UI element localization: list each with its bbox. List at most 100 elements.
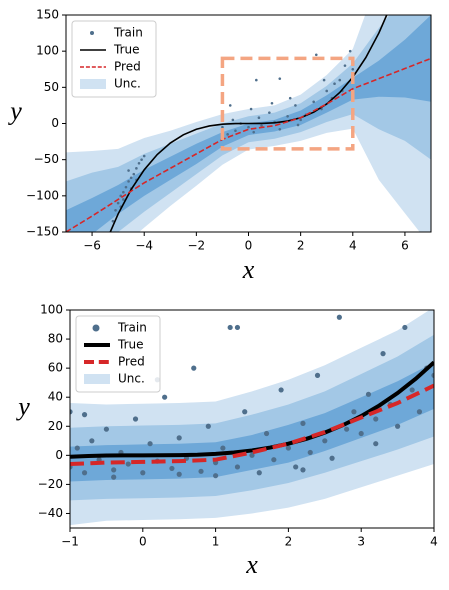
train-point <box>294 104 297 107</box>
x-axis-label: x <box>242 255 255 284</box>
train-point <box>338 78 342 82</box>
train-point <box>260 124 263 127</box>
train-point <box>322 78 326 82</box>
x-tick-label: 4 <box>349 239 357 253</box>
train-point <box>125 461 131 467</box>
legend-label: Train <box>113 26 143 40</box>
train-point <box>140 470 146 476</box>
y-tick-label: 40 <box>48 390 63 404</box>
y-tick-label: 100 <box>36 44 59 58</box>
train-point <box>373 441 379 447</box>
x-tick-label: −1 <box>61 535 79 549</box>
x-tick-label: 1 <box>212 535 220 549</box>
train-point <box>325 89 329 93</box>
train-point <box>247 125 250 129</box>
train-point <box>278 127 282 131</box>
x-tick-label: 3 <box>357 535 365 549</box>
y-tick-label: −50 <box>34 152 59 166</box>
legend-frame <box>71 20 157 98</box>
train-point <box>234 324 241 331</box>
train-point <box>257 116 261 120</box>
train-point <box>81 412 88 418</box>
train-point <box>111 467 117 473</box>
train-point <box>122 198 125 201</box>
train-point <box>314 372 321 378</box>
train-point <box>373 416 379 422</box>
train-point <box>256 470 262 476</box>
train-point <box>348 49 352 53</box>
train-point <box>312 100 315 104</box>
y-tick-label: −150 <box>26 225 59 239</box>
legend-label: Train <box>117 321 147 335</box>
legend: Train True Pred Unc. <box>71 20 157 98</box>
legend-label: True <box>117 338 144 352</box>
y-tick-label: −100 <box>26 188 59 202</box>
train-point <box>285 445 291 451</box>
legend: Train True Pred Unc. <box>75 315 161 393</box>
train-point <box>234 464 241 470</box>
train-point <box>205 423 211 429</box>
train-point <box>288 96 292 100</box>
subplot: −1 0 1 2 3 4 −40 −20 0 20 40 60 80 100 x y Train True Pred… <box>15 303 438 579</box>
train-point <box>416 409 423 415</box>
x-tick-label: 0 <box>245 239 253 253</box>
train-point <box>278 387 284 393</box>
train-point <box>132 172 136 176</box>
y-tick-label: 80 <box>48 332 63 346</box>
x-tick-label: 4 <box>430 535 438 549</box>
train-point <box>380 351 386 357</box>
plot-area <box>70 310 434 526</box>
train-point <box>122 190 125 194</box>
x-tick-label: −6 <box>83 239 101 253</box>
train-point <box>81 470 88 476</box>
highlight-box <box>220 56 355 151</box>
x-tick-label: 2 <box>297 239 305 253</box>
train-point <box>176 435 182 441</box>
train-point <box>176 471 182 477</box>
train-point <box>296 123 300 127</box>
y-tick-label: 100 <box>40 303 63 317</box>
train-point <box>263 430 270 437</box>
legend-marker <box>92 324 100 332</box>
curve <box>70 383 434 467</box>
legend-label: True <box>113 43 140 57</box>
train-point <box>270 101 274 105</box>
train-point <box>114 209 117 212</box>
train-point <box>431 372 434 378</box>
train-point <box>299 118 302 122</box>
y-tick-label: −40 <box>38 506 63 520</box>
train-point <box>127 169 130 172</box>
x-tick-label: −4 <box>135 239 153 253</box>
curve <box>70 360 434 459</box>
train-point <box>129 176 133 180</box>
train-point <box>228 104 232 107</box>
y-tick-label: 0 <box>55 448 63 462</box>
train-point <box>213 473 219 479</box>
legend-label: Unc. <box>118 372 145 386</box>
train-point <box>116 201 120 205</box>
x-tick-label: 6 <box>401 239 409 253</box>
train-point <box>227 324 233 331</box>
x-axis-label: x <box>245 550 258 579</box>
subplot: −6 −4 −2 0 2 4 6 −150 −100 −50 0 50 100 150 x y Train Tru… <box>7 8 432 284</box>
train-point <box>268 111 271 114</box>
y-tick-label: 0 <box>51 116 59 130</box>
train-point <box>127 180 130 183</box>
train-point <box>343 64 347 67</box>
legend-frame <box>75 315 161 393</box>
train-point <box>140 158 143 161</box>
train-point <box>162 394 168 400</box>
train-point <box>336 314 342 320</box>
train-point <box>344 426 350 432</box>
train-point <box>220 445 226 451</box>
y-tick-label: 60 <box>48 361 63 375</box>
train-point <box>409 387 415 393</box>
train-point <box>135 167 138 170</box>
train-point <box>191 365 197 371</box>
train-point <box>198 468 204 474</box>
train-point <box>249 107 253 111</box>
x-tick-label: 2 <box>285 535 293 549</box>
legend-marker <box>90 31 94 35</box>
train-point <box>70 409 73 415</box>
